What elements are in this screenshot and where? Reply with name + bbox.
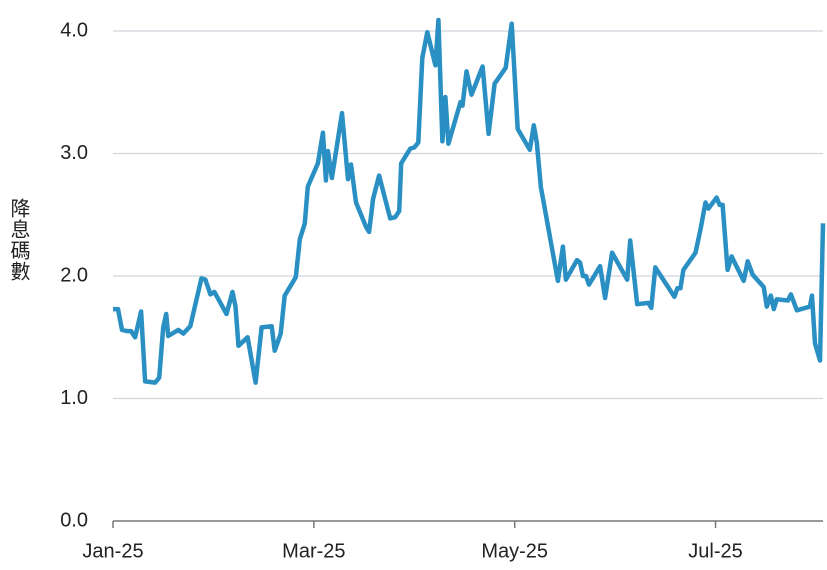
- y-tick-label: 4.0: [60, 19, 88, 41]
- y-tick-label: 0.0: [60, 509, 88, 531]
- x-tick-label: Jul-25: [688, 540, 742, 562]
- x-tick-label: Mar-25: [282, 540, 345, 562]
- y-tick-label: 3.0: [60, 142, 88, 164]
- y-tick-label: 1.0: [60, 387, 88, 409]
- x-tick-label: Jan-25: [82, 540, 143, 562]
- data-line: [113, 17, 826, 385]
- y-tick-label: 2.0: [60, 264, 88, 286]
- y-axis-label: 降息碼數: [7, 198, 31, 282]
- x-tick-label: May-25: [481, 540, 548, 562]
